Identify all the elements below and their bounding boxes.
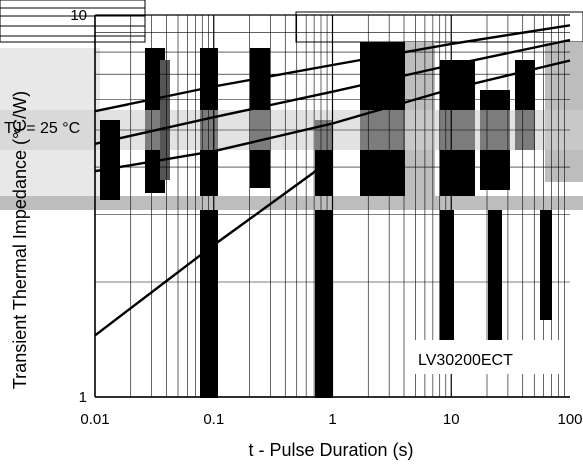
- x-tick-label: 100: [557, 411, 582, 428]
- y-axis-title: Transient Thermal Impedance (°C/W): [10, 91, 30, 389]
- y-tick-label: 1: [79, 389, 87, 406]
- series-layer: [94, 24, 571, 337]
- annotation-temperature: TJ = 25 °C: [4, 120, 80, 137]
- y-tick-label: 10: [70, 7, 87, 24]
- x-tick-label: 1: [328, 411, 336, 428]
- series-line-4: [94, 24, 571, 113]
- series-line-3: [94, 38, 571, 145]
- axes: [94, 15, 570, 398]
- x-tick-label: 0.1: [203, 411, 224, 428]
- annotation-part-number: LV30200ECT: [418, 352, 513, 369]
- tick-labels: 0.01 0.1 1 10 100 1 10: [70, 7, 582, 428]
- x-axis-title: t - Pulse Duration (s): [248, 440, 413, 460]
- series-line-1: [94, 157, 334, 337]
- part-number-box: [412, 340, 562, 374]
- x-tick-label: 0.01: [80, 411, 109, 428]
- x-tick-label: 10: [443, 411, 460, 428]
- series-line-2: [94, 59, 571, 173]
